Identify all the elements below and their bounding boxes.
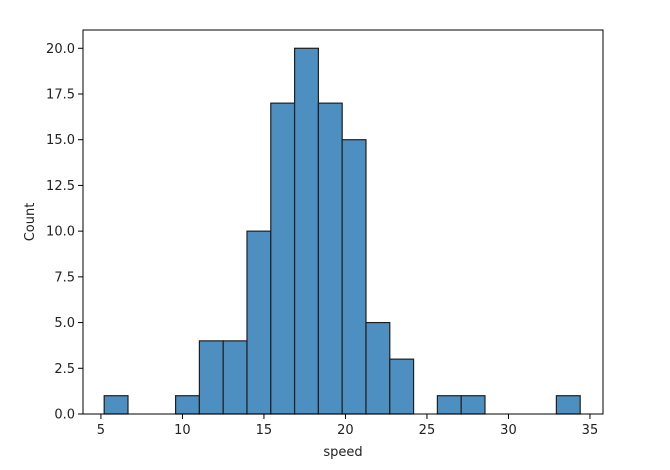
- x-tick-label: 25: [419, 423, 436, 438]
- histogram-bar: [365, 321, 391, 415]
- histogram-bar: [246, 230, 272, 415]
- x-tick-label: 10: [174, 423, 191, 438]
- y-tick-label: 0.0: [54, 408, 75, 423]
- x-axis-title: speed: [323, 445, 362, 460]
- histogram-bar: [198, 340, 224, 415]
- y-axis: 0.0 2.5 5.0 7.5 10.0 12.5 15.0 17.5 20.0: [46, 42, 83, 423]
- plot-frame: [82, 29, 604, 415]
- y-tick-label: 15.0: [46, 133, 75, 148]
- histogram-bar: [341, 139, 367, 415]
- histogram-bar: [555, 395, 581, 415]
- x-tick-label: 35: [582, 423, 599, 438]
- y-tick-label: 10.0: [46, 225, 75, 240]
- histogram-bar: [270, 102, 296, 415]
- y-tick-label: 17.5: [46, 88, 75, 103]
- histogram-bar: [293, 47, 319, 415]
- histogram-bar: [436, 395, 462, 415]
- x-tick-label: 20: [337, 423, 354, 438]
- histogram-bar: [222, 340, 248, 415]
- histogram-bar: [103, 395, 129, 415]
- histogram-bar: [389, 358, 415, 415]
- bars-group: [103, 47, 581, 415]
- y-tick-label: 20.0: [46, 42, 75, 57]
- x-tick-label: 30: [500, 423, 517, 438]
- y-axis-title: Count: [23, 203, 38, 242]
- histogram-bar: [460, 395, 486, 415]
- y-tick-label: 5.0: [54, 316, 75, 331]
- x-tick-label: 5: [97, 423, 105, 438]
- x-tick-label: 15: [256, 423, 273, 438]
- histogram-bar: [174, 395, 200, 415]
- y-tick-label: 12.5: [46, 179, 75, 194]
- y-tick-label: 2.5: [54, 362, 75, 377]
- x-axis: 5 10 15 20 25 30 35: [97, 414, 598, 438]
- histogram-bar: [317, 102, 343, 415]
- y-tick-label: 7.5: [54, 270, 75, 285]
